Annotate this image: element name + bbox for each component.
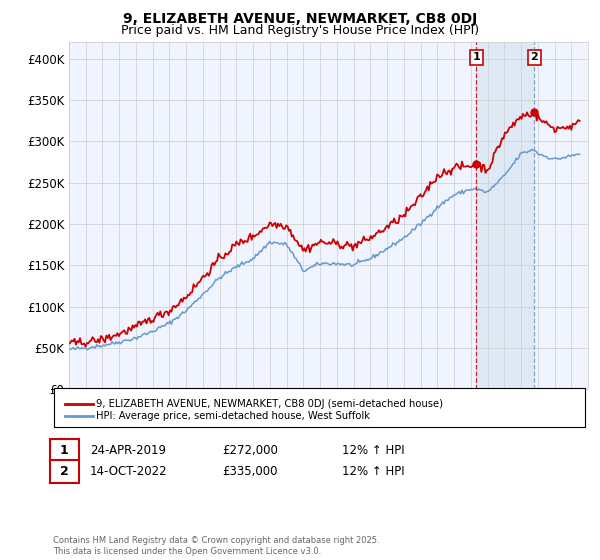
Text: Price paid vs. HM Land Registry's House Price Index (HPI): Price paid vs. HM Land Registry's House … — [121, 24, 479, 37]
Text: 9, ELIZABETH AVENUE, NEWMARKET, CB8 0DJ (semi-detached house): 9, ELIZABETH AVENUE, NEWMARKET, CB8 0DJ … — [96, 399, 443, 409]
Text: 24-APR-2019: 24-APR-2019 — [90, 444, 166, 457]
Bar — [476, 42, 534, 389]
Text: Contains HM Land Registry data © Crown copyright and database right 2025.
This d: Contains HM Land Registry data © Crown c… — [53, 536, 379, 556]
Text: 2: 2 — [60, 465, 68, 478]
Text: £335,000: £335,000 — [222, 465, 277, 478]
Text: 2: 2 — [530, 53, 538, 62]
Text: 1: 1 — [60, 444, 68, 457]
Text: £272,000: £272,000 — [222, 444, 278, 457]
Text: 9, ELIZABETH AVENUE, NEWMARKET, CB8 0DJ: 9, ELIZABETH AVENUE, NEWMARKET, CB8 0DJ — [123, 12, 477, 26]
Text: 12% ↑ HPI: 12% ↑ HPI — [342, 444, 404, 457]
Text: 12% ↑ HPI: 12% ↑ HPI — [342, 465, 404, 478]
Text: 1: 1 — [472, 53, 480, 62]
Text: 14-OCT-2022: 14-OCT-2022 — [90, 465, 167, 478]
Text: HPI: Average price, semi-detached house, West Suffolk: HPI: Average price, semi-detached house,… — [96, 411, 370, 421]
